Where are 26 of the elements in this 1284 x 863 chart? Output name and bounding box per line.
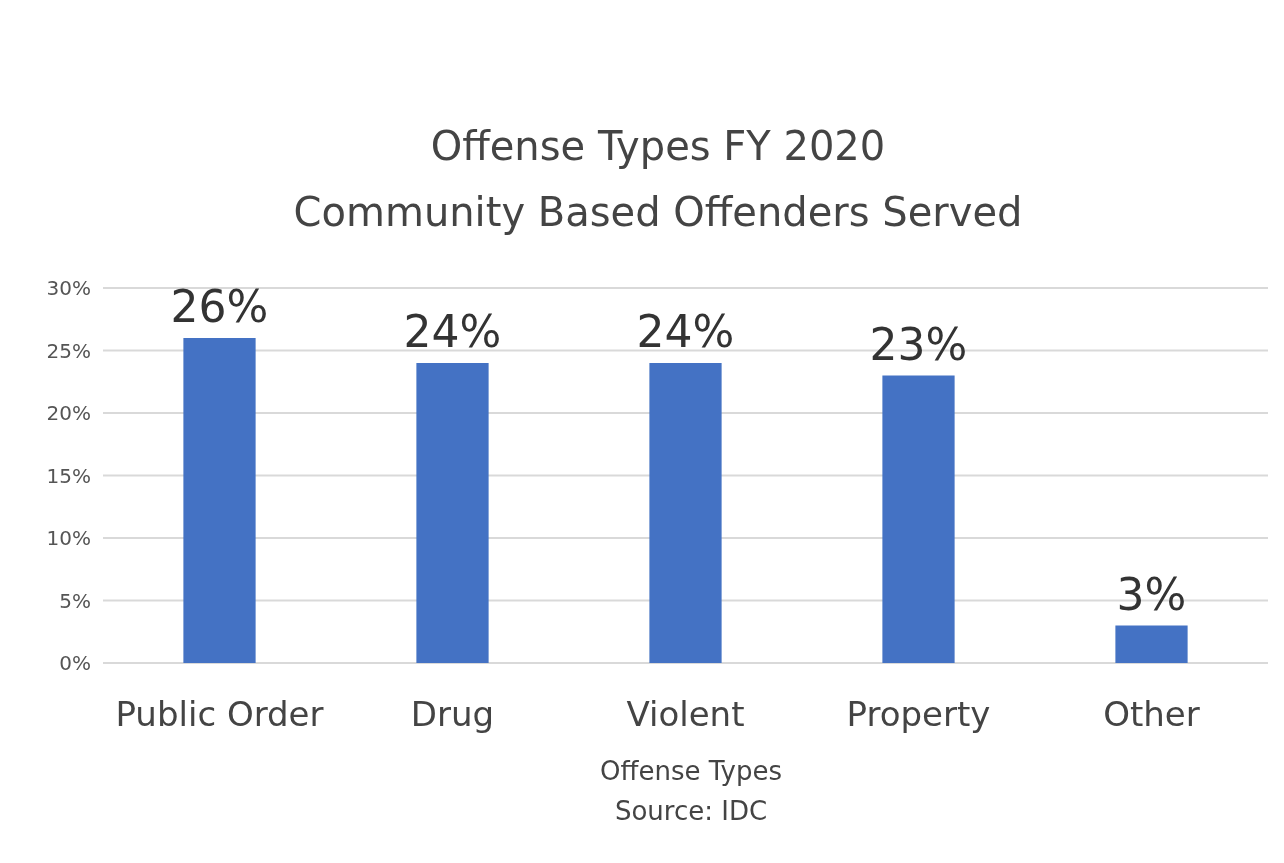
x-tick-label: Public Order bbox=[115, 694, 324, 734]
bar bbox=[183, 338, 256, 663]
bar bbox=[1115, 625, 1188, 663]
x-tick-label: Other bbox=[1103, 694, 1200, 734]
data-label: 26% bbox=[170, 281, 269, 332]
y-tick-label: 20% bbox=[46, 401, 91, 425]
bar bbox=[649, 363, 722, 663]
y-tick-label: 0% bbox=[59, 651, 91, 675]
y-tick-label: 5% bbox=[59, 588, 91, 613]
data-label: 3% bbox=[1116, 568, 1187, 620]
bar bbox=[882, 375, 955, 663]
y-tick-label: 30% bbox=[46, 276, 91, 300]
chart-subtitle: Community Based Offenders Served bbox=[293, 189, 1023, 235]
x-tick-label: Drug bbox=[410, 694, 495, 734]
y-tick-label: 15% bbox=[46, 463, 91, 488]
bar bbox=[416, 363, 489, 663]
x-tick-label: Violent bbox=[626, 694, 745, 734]
y-tick-label: 10% bbox=[46, 526, 91, 550]
x-axis-title: Offense Types bbox=[600, 756, 782, 786]
chart-title: Offense Types FY 2020 bbox=[430, 123, 886, 169]
data-label: 24% bbox=[403, 306, 502, 357]
y-tick-label: 25% bbox=[46, 338, 91, 363]
x-tick-label: Property bbox=[846, 694, 991, 734]
data-label: 23% bbox=[869, 318, 968, 370]
data-label: 24% bbox=[636, 306, 735, 357]
source-note: Source: IDC bbox=[614, 796, 768, 826]
